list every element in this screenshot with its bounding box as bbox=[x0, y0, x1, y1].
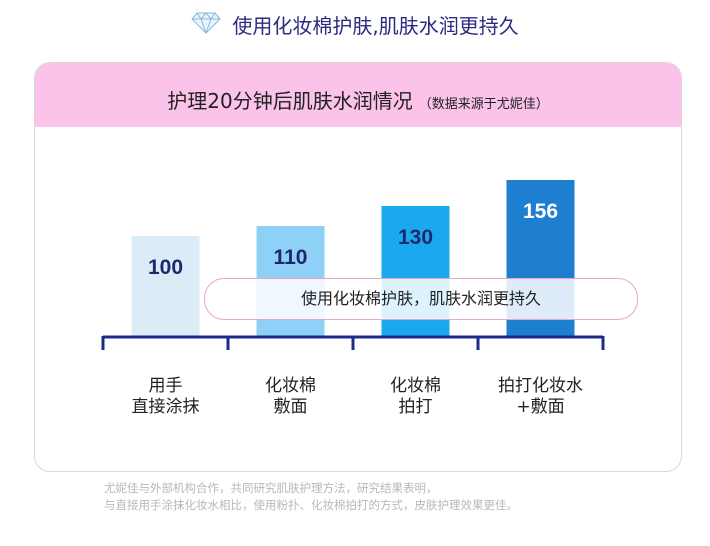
diamond-icon bbox=[191, 11, 221, 38]
footnote-line: 与直接用手涂抹化妆水相比，使用粉扑、化妆棉拍打的方式，皮肤护理效果更佳。 bbox=[104, 498, 518, 512]
highlight-banner: 使用化妆棉护肤，肌肤水润更持久 bbox=[204, 278, 638, 320]
bar-value-label: 100 bbox=[148, 256, 183, 279]
page-title: 使用化妆棉护肤,肌肤水润更持久 bbox=[232, 14, 519, 38]
chart-title: 护理20分钟后肌肤水润情况 bbox=[167, 89, 413, 113]
x-tick-label: 直接涂抹 bbox=[132, 397, 200, 417]
x-tick-label: 拍打化妆水 bbox=[498, 376, 583, 396]
footnote: 尤妮佳与外部机构合作，共同研究肌肤护理方法，研究结果表明， 与直接用手涂抹化妆水… bbox=[104, 480, 684, 514]
x-tick-label: 拍打 bbox=[399, 397, 433, 417]
bar bbox=[131, 236, 200, 336]
x-tick-label: 化妆棉 bbox=[265, 376, 316, 396]
x-tick-label: 用手 bbox=[149, 376, 183, 396]
bar-value-label: 130 bbox=[398, 226, 433, 249]
bar-value-label: 156 bbox=[523, 200, 558, 223]
x-tick-label: +敷面 bbox=[516, 397, 564, 417]
x-tick-label: 化妆棉 bbox=[390, 376, 441, 396]
x-tick-label: 敷面 bbox=[274, 397, 308, 417]
bar-value-label: 110 bbox=[274, 246, 308, 269]
data-source-note: （数据来源于尤妮佳） bbox=[418, 97, 549, 112]
headline: 使用化妆棉护肤,肌肤水润更持久 bbox=[0, 10, 710, 39]
footnote-line: 尤妮佳与外部机构合作，共同研究肌肤护理方法，研究结果表明， bbox=[104, 481, 438, 495]
chart-header: 护理20分钟后肌肤水润情况 （数据来源于尤妮佳） bbox=[35, 63, 681, 127]
